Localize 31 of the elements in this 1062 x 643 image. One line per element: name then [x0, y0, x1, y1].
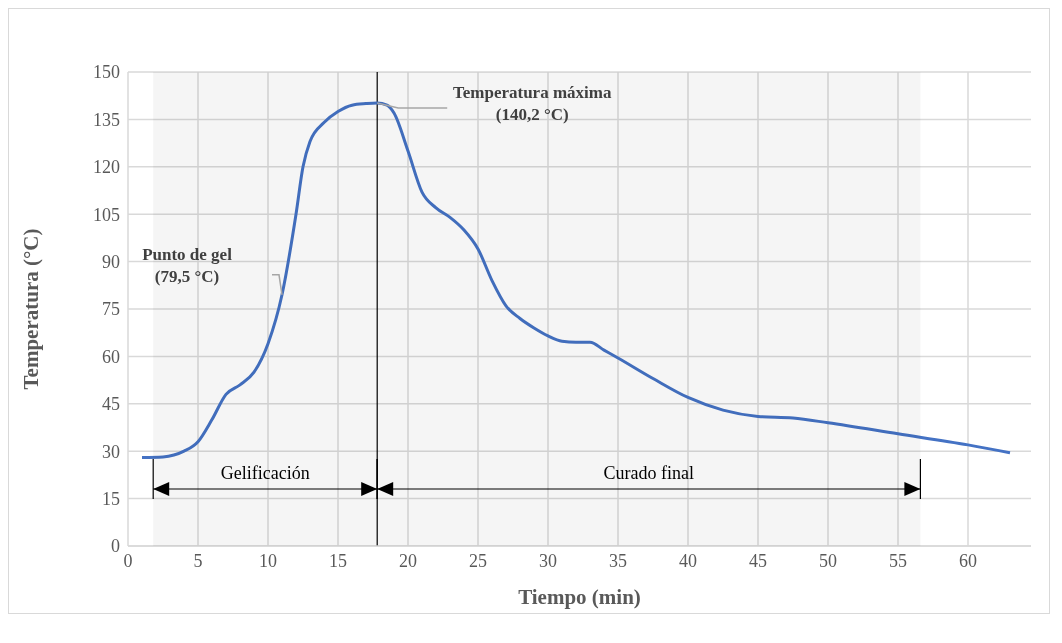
x-tick-label: 60	[959, 550, 977, 571]
x-tick-label: 35	[609, 550, 627, 571]
y-tick-label: 90	[102, 251, 120, 272]
x-tick-label: 5	[193, 550, 203, 571]
y-tick-label: 60	[102, 346, 120, 367]
band-label: Curado final	[603, 463, 695, 483]
y-tick-label: 15	[102, 488, 120, 509]
line-series	[140, 101, 1012, 460]
x-tick-label: 45	[749, 550, 767, 571]
y-tick-label: 75	[102, 299, 120, 320]
x-tick-label: 0	[123, 550, 133, 571]
x-tick-label: 15	[329, 550, 347, 571]
x-tick-label: 50	[819, 550, 837, 571]
x-tick-label: 20	[399, 550, 417, 571]
annotation: Punto de gel (79,5 °C)	[142, 244, 233, 286]
y-axis-title: Temperatura (°C)	[19, 228, 44, 390]
y-tick-label: 30	[102, 441, 120, 462]
y-tick-label: 135	[93, 109, 120, 130]
y-tick-label: 105	[93, 204, 120, 225]
y-tick-label: 150	[93, 62, 120, 83]
y-tick-label: 0	[111, 536, 120, 557]
x-tick-label: 30	[539, 550, 557, 571]
x-tick-label: 55	[889, 550, 907, 571]
x-axis-title: Tiempo (min)	[518, 585, 641, 609]
x-tick-label: 40	[679, 550, 697, 571]
annotation: Temperatura máxima (140,2 °C)	[452, 82, 612, 124]
band-label: Gelificación	[220, 463, 310, 483]
y-tick-label: 120	[93, 157, 120, 178]
x-tick-label: 25	[469, 550, 487, 571]
x-tick-label: 10	[259, 550, 277, 571]
y-tick-label: 45	[102, 394, 120, 415]
